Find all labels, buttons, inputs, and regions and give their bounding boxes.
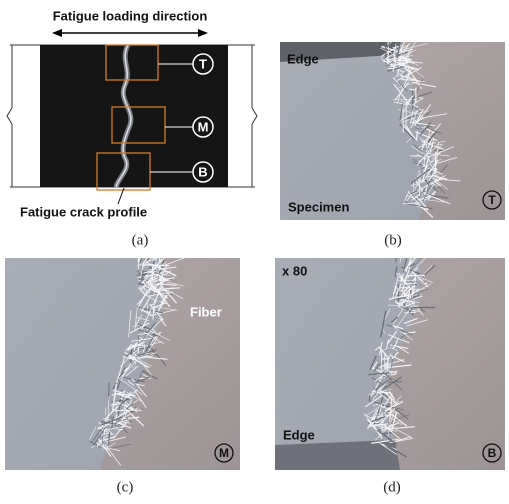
figure: Fatigue loading direction T M B Fatigue … <box>0 0 509 499</box>
arrow-head <box>52 29 62 37</box>
edge-label: Edge <box>283 427 315 442</box>
caption: (a) <box>132 232 149 248</box>
direction-label: Fatigue loading direction <box>53 8 208 23</box>
magnification-label: x 80 <box>282 263 307 278</box>
break-line <box>7 45 12 187</box>
break-line <box>252 45 257 187</box>
marker-label: T <box>488 193 496 207</box>
panel-d: x 80 Edge B (d) <box>275 243 505 496</box>
panel-a: Fatigue loading direction T M B Fatigue … <box>7 8 257 248</box>
marker-label: M <box>198 119 209 134</box>
caption: (c) <box>117 479 134 495</box>
fiber-label: Fiber <box>190 304 222 319</box>
caption: (b) <box>384 232 402 248</box>
marker-label: M <box>219 446 229 460</box>
marker-label: B <box>198 164 207 179</box>
specimen-label: Specimen <box>288 199 349 214</box>
caption: (d) <box>383 479 401 495</box>
crack-label: Fatigue crack profile <box>20 204 147 219</box>
arrow-head <box>198 29 208 37</box>
panel-b: Edge Specimen T (b) <box>280 29 505 249</box>
marker-label: B <box>488 446 497 460</box>
fiber <box>115 410 142 411</box>
edge-label: Edge <box>287 51 319 66</box>
fiber <box>381 351 382 371</box>
panel-c: Fiber M (c) <box>5 238 240 495</box>
marker-label: T <box>199 56 207 71</box>
